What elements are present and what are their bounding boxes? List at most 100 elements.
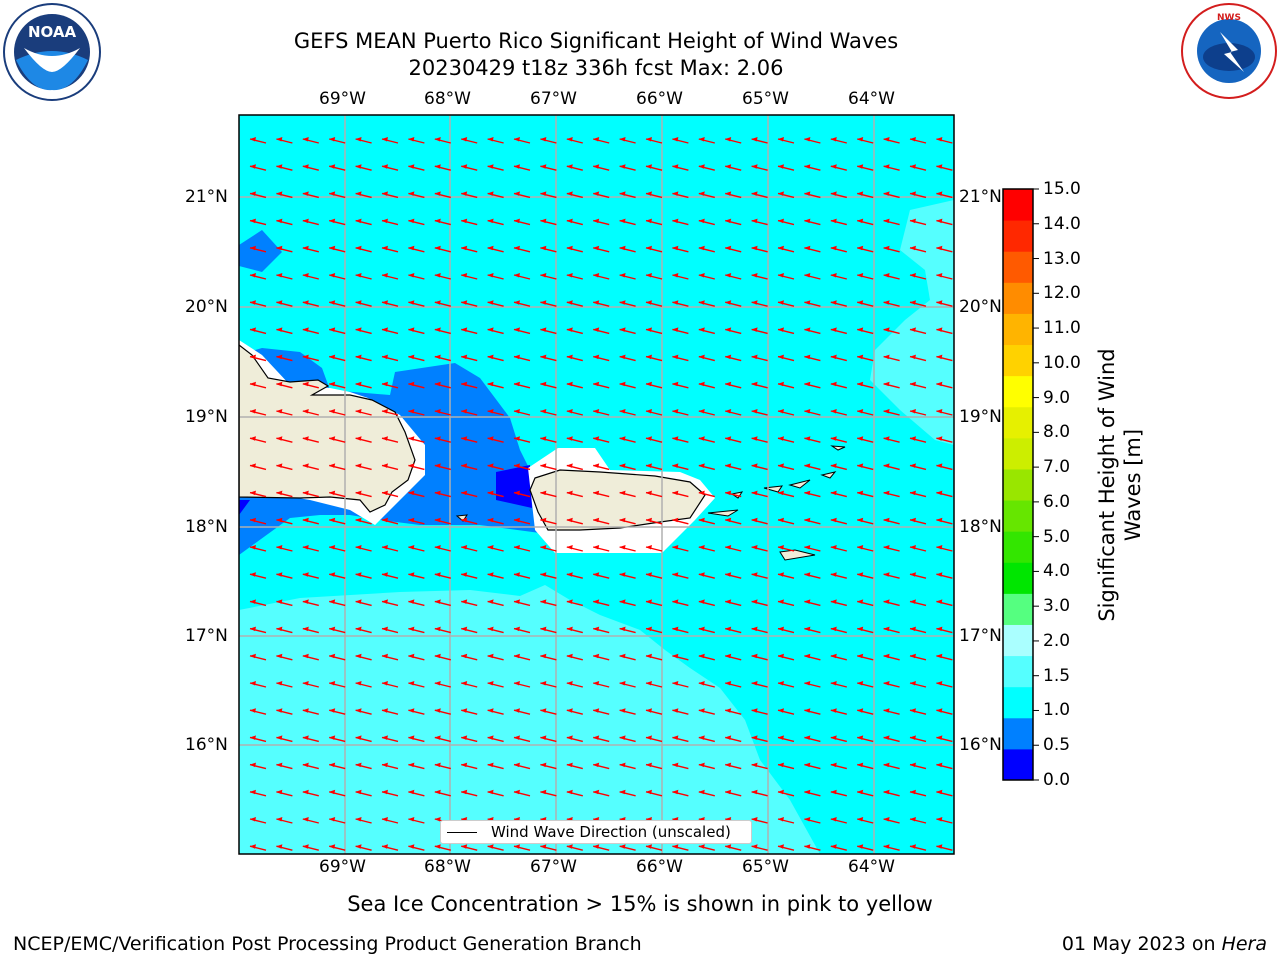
wave-direction-arrow — [619, 436, 636, 443]
colorbar-segment — [1003, 686, 1033, 719]
colorbar-segment — [1003, 500, 1033, 532]
wave-direction-arrow — [672, 653, 689, 661]
colorbar-tick-label: 5.0 — [1043, 526, 1071, 547]
wave-direction-arrow — [461, 273, 478, 280]
wave-direction-arrow — [434, 137, 451, 144]
wave-direction-arrow — [857, 708, 874, 715]
wave-direction-arrow — [883, 572, 900, 579]
lat-tick-label-left: 16°N — [185, 735, 228, 755]
wave-direction-arrow — [355, 137, 372, 144]
colorbar-segment — [1003, 406, 1033, 439]
wave-direction-arrow — [461, 626, 478, 634]
wave-direction-arrow — [725, 273, 742, 280]
wave-direction-arrow — [857, 191, 874, 199]
wave-direction-arrow — [513, 789, 531, 797]
wave-direction-arrow — [434, 708, 451, 715]
colorbar-tick-label: 10.0 — [1043, 352, 1081, 373]
lon-tick-label-top: 69°W — [319, 89, 366, 109]
colorbar-tick-label: 1.5 — [1043, 665, 1071, 686]
wave-direction-arrow — [804, 191, 821, 199]
wave-direction-arrow — [777, 381, 795, 389]
wave-direction-arrow — [698, 463, 715, 471]
wave-direction-arrow — [857, 817, 874, 824]
wave-direction-arrow — [487, 681, 504, 688]
wave-direction-arrow — [434, 218, 451, 226]
wave-direction-arrow — [804, 735, 821, 743]
colorbar-segment — [1003, 282, 1033, 314]
colorbar-segment — [1003, 468, 1033, 501]
wave-direction-arrow — [698, 137, 715, 144]
wave-direction-arrow — [381, 245, 399, 253]
wave-direction-arrow — [487, 844, 504, 851]
wave-direction-arrow — [698, 789, 715, 797]
wave-direction-arrow — [302, 817, 319, 824]
wave-direction-arrow — [249, 463, 267, 471]
wave-direction-arrow — [672, 735, 689, 743]
wave-direction-arrow — [566, 137, 583, 144]
wave-direction-arrow — [857, 626, 874, 634]
footer-date: 01 May 2023 on Hera — [1062, 933, 1267, 955]
wave-direction-arrow — [513, 490, 531, 498]
wave-direction-arrow — [329, 681, 346, 688]
wave-direction-arrow — [804, 327, 821, 335]
lat-tick-label-left: 17°N — [185, 626, 228, 646]
wave-direction-arrow — [883, 708, 900, 715]
wave-direction-arrow — [751, 681, 768, 688]
wave-direction-arrow — [672, 517, 689, 525]
wave-direction-arrow — [408, 463, 425, 471]
wave-direction-arrow — [513, 273, 531, 280]
wave-direction-arrow — [249, 844, 267, 851]
land-hispaniola — [239, 344, 416, 513]
wave-direction-arrow — [909, 490, 927, 498]
wave-direction-arrow — [830, 436, 847, 443]
wave-direction-arrow — [381, 681, 399, 688]
wave-direction-arrow — [434, 789, 451, 797]
wave-direction-arrow — [540, 164, 557, 171]
wave-direction-arrow — [830, 681, 847, 688]
wave-direction-arrow — [487, 300, 504, 307]
graticule — [239, 115, 954, 854]
wave-direction-arrow — [725, 653, 742, 661]
wave-direction-arrow — [857, 164, 874, 171]
wave-direction-arrow — [329, 708, 346, 715]
wave-direction-arrow — [513, 191, 531, 199]
wave-direction-arrow — [909, 245, 927, 253]
colorbar-tick-label: 3.0 — [1043, 596, 1071, 617]
wave-direction-arrow — [249, 789, 267, 797]
wave-direction-arrow — [566, 191, 583, 199]
lon-tick-label-bottom: 65°W — [742, 857, 789, 877]
wave-direction-arrow — [909, 545, 927, 552]
wave-direction-arrow — [487, 572, 504, 579]
wave-direction-arrow — [461, 490, 478, 498]
noaa-logo-text: NOAA — [28, 23, 77, 41]
wave-direction-arrow — [777, 463, 795, 471]
wave-direction-arrow — [249, 137, 267, 144]
wave-direction-arrow — [249, 300, 267, 307]
wave-direction-arrow — [249, 164, 267, 171]
wave-direction-arrow — [698, 599, 715, 607]
wave-direction-arrow — [857, 409, 874, 416]
wave-direction-arrow — [883, 327, 900, 335]
wave-direction-arrow — [936, 409, 953, 416]
wave-direction-arrow — [329, 381, 346, 389]
wave-direction-arrow — [751, 572, 768, 579]
colorbar-tick-label: 11.0 — [1043, 318, 1081, 339]
wave-direction-arrow — [883, 789, 900, 797]
wave-direction-arrow — [936, 218, 953, 226]
wave-direction-arrow — [566, 354, 583, 362]
wave-direction-arrow — [619, 191, 636, 199]
wave-direction-arrow — [540, 490, 557, 498]
wave-direction-arrow — [725, 844, 742, 851]
wave-direction-arrow — [725, 681, 742, 688]
wave-direction-arrow — [883, 218, 900, 226]
wave-direction-arrow — [381, 844, 399, 851]
wave-direction-arrow — [487, 653, 504, 661]
wave-direction-arrow — [487, 599, 504, 607]
wave-direction-arrow — [302, 789, 319, 797]
wave-direction-arrow — [487, 762, 504, 770]
wave-direction-arrow — [408, 300, 425, 307]
wave-direction-arrow — [381, 653, 399, 661]
wave-direction-arrow — [857, 273, 874, 280]
wave-direction-arrow — [883, 735, 900, 743]
wave-direction-arrow — [513, 572, 531, 579]
